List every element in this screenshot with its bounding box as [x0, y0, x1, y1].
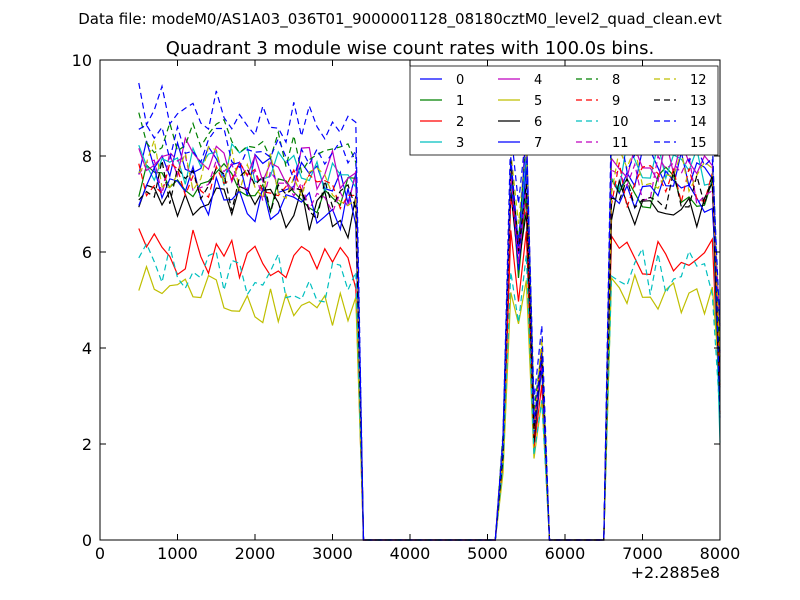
y-tick-label: 4 — [82, 339, 92, 358]
series-line-7 — [138, 164, 721, 541]
series-line-12 — [138, 140, 721, 541]
legend-label-10: 10 — [612, 115, 629, 130]
x-offset-label: +2.2885e8 — [631, 563, 720, 582]
legend-label-1: 1 — [456, 94, 464, 109]
x-tick-label: 1000 — [157, 544, 198, 563]
legend-label-8: 8 — [612, 73, 620, 88]
series-line-2 — [138, 228, 721, 541]
data-file-label: Data file: modeM0/AS1A03_036T01_90000011… — [78, 10, 722, 29]
series-line-6 — [138, 178, 721, 541]
series-line-10 — [138, 242, 721, 541]
legend-label-11: 11 — [612, 136, 629, 151]
series-line-13 — [138, 159, 721, 541]
legend-label-5: 5 — [534, 94, 542, 109]
x-tick-label: 7000 — [622, 544, 663, 563]
x-tick-label: 2000 — [235, 544, 276, 563]
x-tick-label: 8000 — [700, 544, 741, 563]
x-tick-label: 0 — [95, 544, 105, 563]
y-tick-label: 2 — [82, 435, 92, 454]
series-line-15 — [138, 124, 721, 541]
y-tick-label: 8 — [82, 147, 92, 166]
y-tick-label: 0 — [82, 531, 92, 550]
x-tick-label: 4000 — [390, 544, 431, 563]
series-line-5 — [138, 264, 721, 541]
x-tick-label: 6000 — [545, 544, 586, 563]
y-tick-label: 6 — [82, 243, 92, 262]
series-line-3 — [138, 140, 721, 541]
legend-label-12: 12 — [690, 73, 707, 88]
legend-label-3: 3 — [456, 136, 464, 151]
legend-box — [409, 65, 719, 156]
chart-title: Quadrant 3 module wise count rates with … — [166, 38, 655, 59]
legend-label-13: 13 — [690, 94, 707, 109]
legend-label-0: 0 — [456, 73, 464, 88]
legend-label-15: 15 — [690, 136, 707, 151]
x-tick-label: 5000 — [467, 544, 508, 563]
series-line-4 — [138, 123, 721, 541]
legend-label-4: 4 — [534, 73, 542, 88]
series-line-8 — [138, 112, 721, 541]
series-line-9 — [138, 161, 721, 541]
y-tick-label: 10 — [72, 51, 92, 70]
legend-label-7: 7 — [534, 136, 542, 151]
x-tick-label: 3000 — [312, 544, 353, 563]
legend-label-9: 9 — [612, 94, 620, 109]
legend-label-6: 6 — [534, 115, 542, 130]
legend-label-2: 2 — [456, 115, 464, 130]
series-line-11 — [138, 150, 721, 541]
legend-label-14: 14 — [690, 115, 707, 130]
